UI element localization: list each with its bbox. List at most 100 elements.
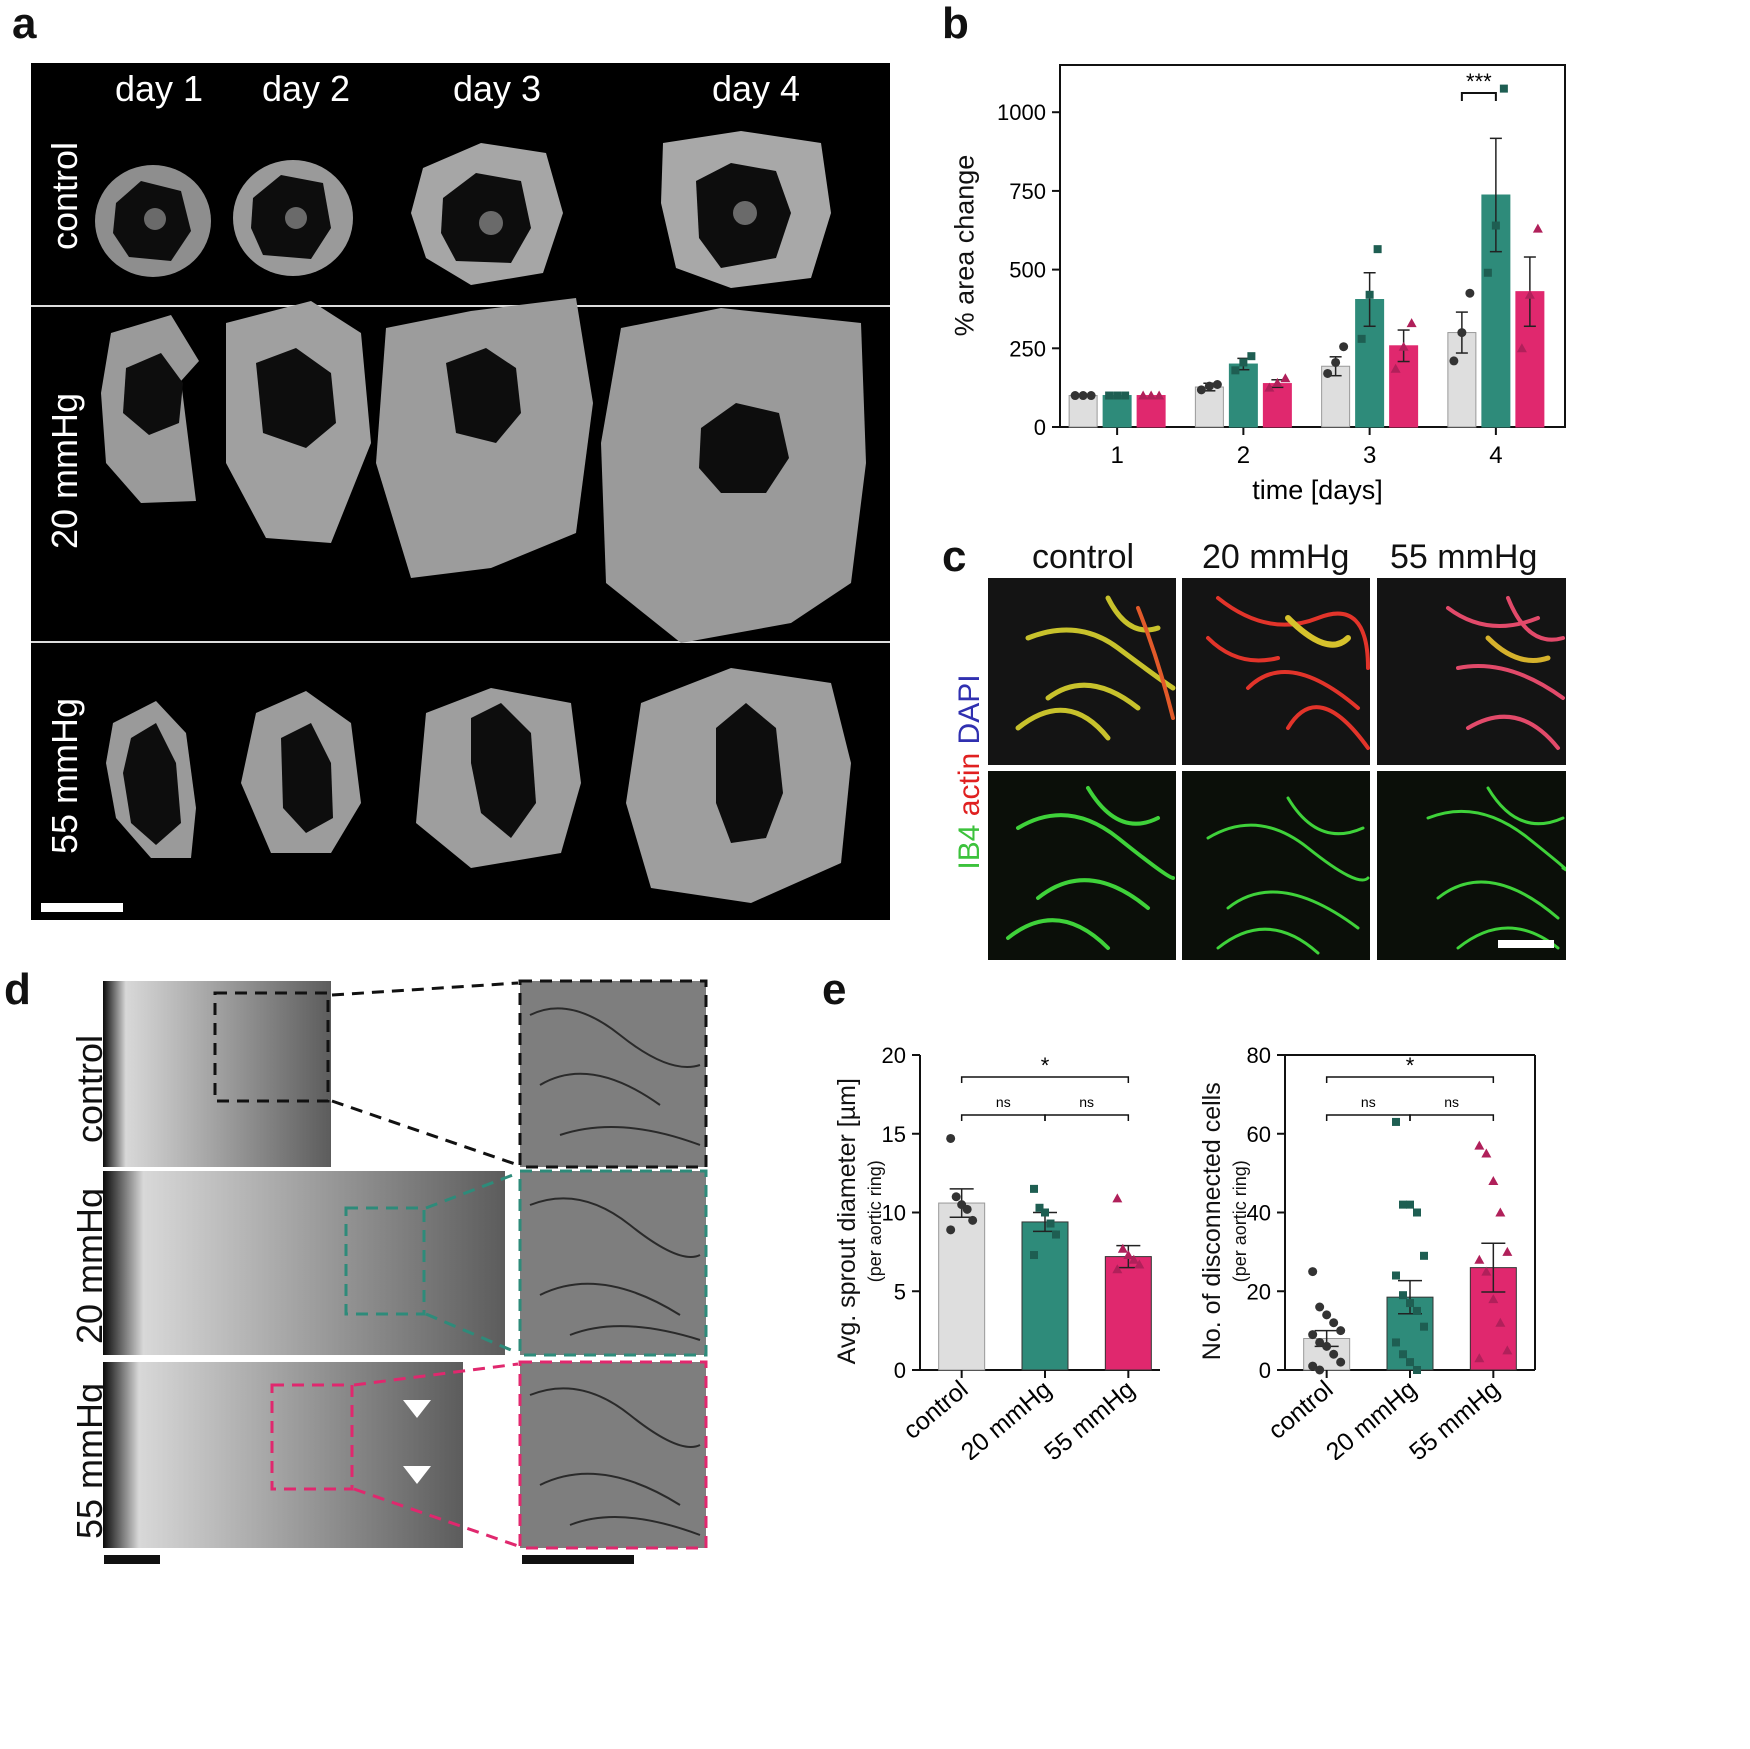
stain-dapi: DAPI	[953, 674, 986, 745]
data-point	[1308, 1267, 1318, 1277]
data-point	[1524, 289, 1535, 299]
sig-bracket	[1044, 1114, 1130, 1121]
data-point	[1406, 1299, 1414, 1308]
sig-label: ns	[996, 1094, 1011, 1110]
data-point	[946, 1133, 956, 1143]
data-point	[1046, 1219, 1055, 1228]
bar	[1102, 395, 1132, 428]
bar	[1068, 395, 1098, 428]
sig-label: ns	[1361, 1094, 1376, 1110]
img-d-20mmHg	[103, 1171, 505, 1355]
img-c-55-ib4	[1377, 771, 1566, 960]
sig-label: ns	[1079, 1094, 1094, 1110]
data-point	[968, 1215, 978, 1225]
data-point	[1323, 368, 1333, 378]
row-label-55mmHg: 55 mmHg	[44, 697, 85, 855]
data-point	[1154, 390, 1165, 400]
bar	[1021, 1221, 1069, 1371]
stain-label: IB4 actin DAPI	[953, 642, 987, 902]
panel-a-letter: a	[12, 0, 37, 48]
x-tick-label: 3	[1363, 442, 1376, 469]
sig-bracket	[1325, 1076, 1495, 1083]
img-d-control	[103, 981, 331, 1167]
y-tick-label: 40	[1247, 1201, 1271, 1226]
x-tick-label: 2	[1237, 442, 1250, 469]
data-point	[1052, 1230, 1060, 1239]
y-tick-label: 750	[1009, 179, 1046, 204]
y-tick-label: 80	[1247, 1043, 1271, 1068]
data-point	[951, 1192, 961, 1202]
data-point	[1413, 1366, 1421, 1374]
ring-control-day1	[95, 165, 211, 277]
data-point	[1231, 366, 1240, 375]
y-tick-label: 15	[882, 1122, 906, 1147]
data-point	[1474, 1254, 1485, 1264]
data-point	[1406, 318, 1417, 328]
data-point	[1322, 1310, 1332, 1320]
ring-55mmHg-day3	[416, 688, 581, 868]
data-point	[1264, 382, 1275, 392]
y-tick-label: 5	[894, 1279, 906, 1304]
data-point	[1457, 328, 1467, 338]
y-tick-label: 0	[1259, 1358, 1271, 1383]
data-point	[1357, 334, 1366, 343]
data-point	[1078, 391, 1088, 401]
panel-a-image	[31, 63, 890, 920]
data-point	[1365, 290, 1374, 299]
data-point	[1322, 1341, 1332, 1351]
data-point	[1272, 377, 1283, 387]
data-point	[1121, 391, 1130, 400]
data-point	[1315, 1337, 1325, 1347]
data-point	[1113, 391, 1122, 400]
data-point	[1204, 381, 1214, 391]
data-point	[1331, 357, 1341, 367]
data-point	[1406, 1358, 1414, 1367]
y-tick-label: 0	[1034, 415, 1046, 440]
data-point	[1406, 1200, 1414, 1209]
data-point	[1392, 1271, 1400, 1280]
stain-actin: actin	[953, 752, 986, 817]
sig-bracket	[960, 1076, 1130, 1083]
data-point	[1398, 341, 1409, 351]
data-point	[1315, 1302, 1325, 1312]
sig-label: *	[1406, 1053, 1415, 1078]
sig-bracket	[1460, 92, 1497, 101]
x-tick-label: 1	[1110, 442, 1123, 469]
y-tick-label: 250	[1009, 336, 1046, 361]
data-point	[1495, 1317, 1506, 1327]
col-label-day2: day 2	[262, 68, 351, 109]
ring-55mmHg-day1	[106, 701, 196, 858]
ring-20mmHg-day3	[376, 298, 593, 578]
data-point	[1212, 380, 1222, 390]
data-point	[1483, 268, 1492, 277]
data-point	[1247, 352, 1256, 361]
img-c-20-ib4	[1182, 771, 1370, 960]
data-point	[1474, 1140, 1485, 1150]
data-point	[1499, 84, 1508, 93]
ring-55mmHg-day2	[241, 691, 361, 853]
data-point	[1128, 1254, 1139, 1264]
ring-55mmHg-day4	[626, 668, 851, 903]
panel-d-letter: d	[4, 965, 31, 1014]
data-point	[1112, 1264, 1123, 1274]
y-tick-label: 20	[1247, 1279, 1271, 1304]
data-point	[1146, 390, 1157, 400]
x-tick-label: 55 mmHg	[1039, 1375, 1140, 1460]
y-tick-label: 0	[894, 1358, 906, 1383]
ring-control-day3	[411, 143, 563, 285]
data-point	[1491, 221, 1500, 230]
data-point	[1413, 1306, 1421, 1315]
col-label-day4: day 4	[712, 68, 801, 109]
data-point	[1413, 1208, 1421, 1217]
data-point	[1196, 385, 1206, 395]
chart-e2-ylabel-main: No. of disconnected cells	[1197, 1082, 1226, 1361]
ring-control-day2	[233, 160, 353, 276]
scale-bar	[41, 903, 123, 912]
panel-c-col-control: control	[1032, 538, 1135, 576]
stain-ib4: IB4	[953, 824, 986, 870]
y-tick-label: 500	[1009, 258, 1046, 283]
data-point	[1070, 391, 1080, 401]
panel-b-letter: b	[942, 0, 969, 48]
y-tick-label: 20	[882, 1043, 906, 1068]
